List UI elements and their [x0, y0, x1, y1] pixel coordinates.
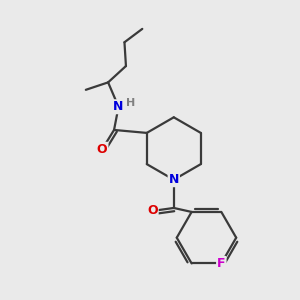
Text: O: O: [97, 143, 107, 156]
Text: F: F: [217, 257, 226, 270]
Text: N: N: [169, 173, 179, 186]
Text: N: N: [113, 100, 124, 113]
Text: O: O: [147, 204, 158, 218]
Text: H: H: [126, 98, 136, 108]
